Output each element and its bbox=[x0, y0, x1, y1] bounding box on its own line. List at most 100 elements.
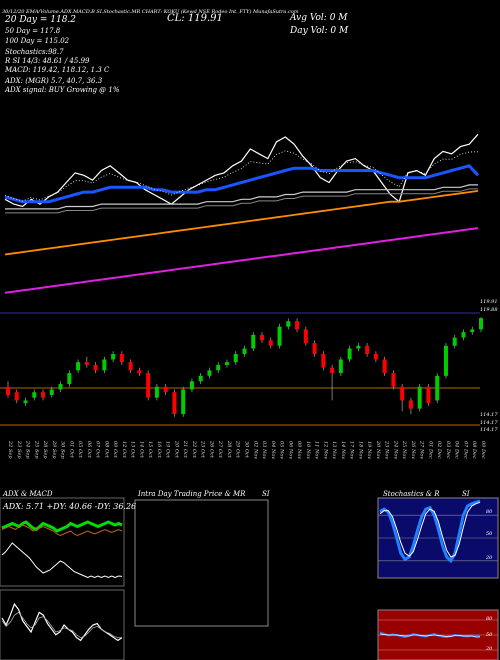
x-tick-label: 03 Dec bbox=[445, 441, 451, 459]
candle-up bbox=[479, 318, 483, 330]
minus-di-line bbox=[1, 524, 123, 537]
intra-panel-title: Intra Day Trading Price & MR bbox=[138, 490, 246, 498]
avg-vol-label: Avg Vol: 0 M bbox=[290, 13, 348, 23]
macd-panel-frame bbox=[0, 589, 125, 660]
candle-down bbox=[330, 367, 335, 374]
ema-50-label: 50 Day = 117.8 bbox=[5, 27, 61, 35]
x-tick-label: 19 Nov bbox=[366, 441, 372, 459]
x-tick-label: 24 Nov bbox=[392, 440, 398, 459]
x-tick-label: 04 Nov bbox=[270, 441, 276, 459]
candle-down bbox=[6, 386, 10, 395]
candle-down bbox=[119, 353, 124, 363]
ema200-line bbox=[4, 227, 479, 294]
ema-20-label: 20 Day = 118.2 bbox=[5, 15, 77, 25]
x-tick-label: 21 Oct bbox=[182, 440, 188, 459]
candle-down bbox=[295, 321, 300, 330]
candle-down bbox=[93, 364, 98, 371]
rsi-signal-line bbox=[379, 633, 480, 638]
candle-up bbox=[189, 381, 194, 390]
candle-down bbox=[303, 329, 308, 344]
x-tick-label: 02 Dec bbox=[436, 441, 442, 459]
x-tick-label: 16 Oct bbox=[156, 441, 162, 459]
stoch-tick-80: 80 bbox=[486, 509, 493, 515]
x-tick-label: 07 Dec bbox=[462, 441, 468, 459]
x-tick-label: 14 Nov bbox=[340, 441, 346, 459]
x-tick-label: 04 Dec bbox=[454, 441, 460, 459]
x-tick-label: 11 Nov bbox=[314, 441, 320, 459]
candle-up bbox=[49, 389, 54, 395]
x-tick-label: 25 Nov bbox=[401, 440, 407, 459]
right-label-upper-b: 119.88 bbox=[480, 307, 498, 313]
adx-line bbox=[1, 542, 123, 579]
right-label-lower-c: 114.17 bbox=[480, 427, 498, 433]
intra-panel-si: SI bbox=[262, 490, 270, 498]
intra-panel-frame bbox=[134, 499, 269, 627]
day-vol-label: Day Vol: 0 M bbox=[290, 26, 349, 36]
candle-down bbox=[382, 359, 387, 374]
x-tick-label: 13 Nov bbox=[331, 441, 337, 459]
candle-up bbox=[181, 389, 186, 415]
x-tick-label: 30 Sep bbox=[60, 441, 66, 459]
candle-up bbox=[111, 353, 116, 360]
stoch-panel-title: Stochastics & R bbox=[383, 490, 440, 498]
x-tick-label: 06 Nov bbox=[287, 441, 293, 459]
candle-down bbox=[146, 373, 151, 398]
x-tick-label: 26 Nov bbox=[410, 440, 416, 459]
rsi-tick-20: 20 bbox=[486, 646, 493, 652]
candle-up bbox=[76, 362, 81, 371]
right-label-lower-a: 114.17 bbox=[480, 412, 498, 418]
candle-down bbox=[426, 386, 431, 404]
x-tick-label: 12 Nov bbox=[322, 441, 328, 459]
adx-label: ADX: (MGR) 5.7, 40.7, 36.3 bbox=[5, 77, 103, 85]
candle-up bbox=[216, 364, 221, 371]
candle-up bbox=[242, 348, 247, 354]
candle-up bbox=[461, 332, 466, 338]
macd-label: MACD: 119.42, 118.12, 1.3 C bbox=[5, 66, 110, 74]
ema50-band-line bbox=[5, 188, 478, 214]
candle-up bbox=[286, 321, 291, 327]
x-tick-label: 22 Oct bbox=[191, 440, 197, 459]
x-tick-label: 27 Oct bbox=[217, 440, 223, 459]
candle-up bbox=[233, 353, 238, 363]
candle-up bbox=[198, 375, 203, 382]
stoch-d-line bbox=[379, 501, 481, 558]
stoch-k-line bbox=[379, 499, 481, 564]
right-label-lower-b: 114.17 bbox=[480, 420, 498, 426]
close-label: CL: 119.91 bbox=[167, 13, 223, 24]
candle-up bbox=[67, 373, 72, 385]
x-tick-label: 08 Oct bbox=[103, 441, 109, 459]
candle-down bbox=[163, 386, 168, 393]
x-tick-label: 23 Sep bbox=[16, 440, 22, 459]
ema-dotted-line bbox=[4, 150, 479, 202]
x-tick-label: 29 Oct bbox=[235, 440, 241, 459]
candle-up bbox=[338, 359, 343, 374]
candle-up bbox=[154, 386, 159, 398]
x-tick-label: 10 Nov bbox=[305, 441, 311, 459]
candle-down bbox=[365, 345, 370, 354]
candle-up bbox=[470, 329, 475, 333]
x-tick-label: 17 Nov bbox=[349, 441, 355, 459]
x-tick-label: 08 Dec bbox=[471, 441, 477, 459]
candle-down bbox=[14, 392, 19, 401]
x-tick-label: 23 Oct bbox=[200, 440, 206, 459]
candle-down bbox=[128, 362, 133, 371]
candle-up bbox=[251, 334, 256, 349]
candle-down bbox=[84, 362, 89, 365]
x-tick-label: 15 Oct bbox=[147, 441, 153, 459]
x-tick-label: 30 Oct bbox=[244, 441, 250, 459]
x-tick-label: 25 Sep bbox=[33, 440, 39, 459]
x-tick-label: 20 Nov bbox=[375, 440, 381, 459]
plus-di-line bbox=[1, 520, 123, 533]
candle-down bbox=[41, 392, 46, 398]
rsi-tick-80: 80 bbox=[486, 616, 493, 622]
candle-up bbox=[58, 384, 63, 390]
candle-down bbox=[260, 334, 265, 341]
candle-down bbox=[408, 400, 413, 409]
x-tick-label: 24 Sep bbox=[25, 440, 31, 459]
candle-down bbox=[391, 373, 396, 387]
ema-100-label: 100 Day = 115.02 bbox=[5, 37, 70, 45]
candle-down bbox=[373, 353, 378, 360]
x-tick-label: 09 Nov bbox=[296, 441, 302, 459]
candle-down bbox=[268, 340, 273, 346]
